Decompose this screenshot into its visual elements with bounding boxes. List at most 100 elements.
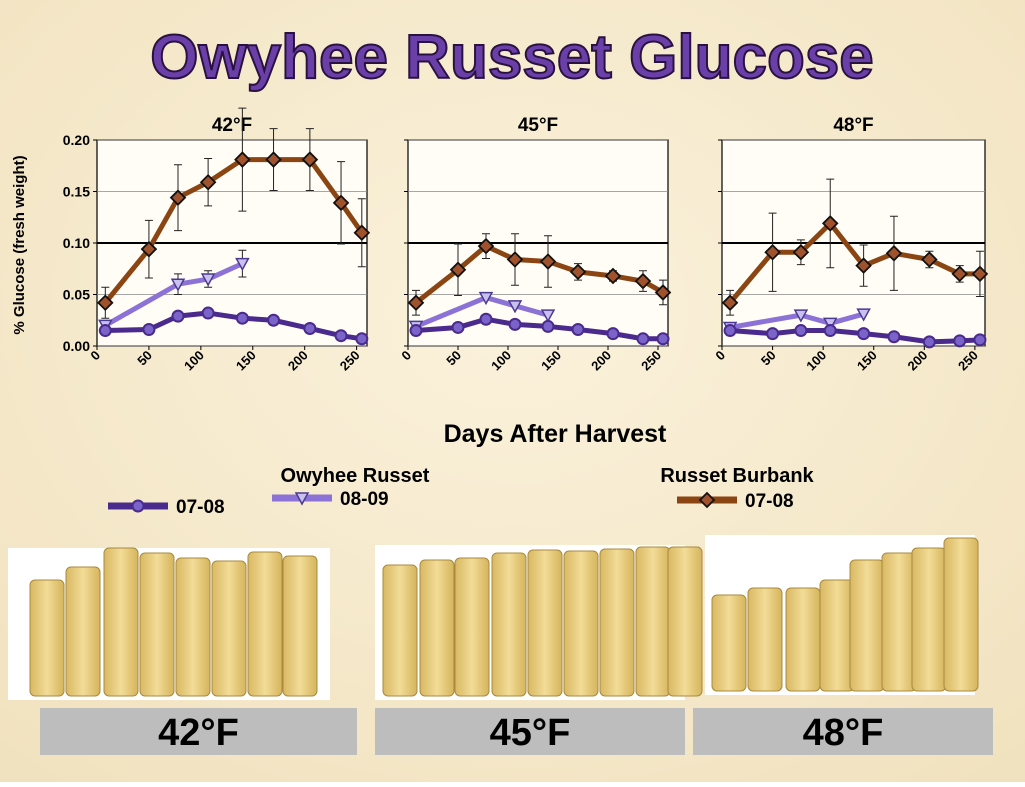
marker <box>235 257 250 272</box>
marker <box>234 151 251 168</box>
fry <box>599 548 635 697</box>
fry <box>282 555 318 697</box>
marker <box>698 491 716 509</box>
fry <box>247 551 283 697</box>
caption-box <box>693 708 993 755</box>
fry <box>29 579 65 697</box>
marker <box>407 294 425 312</box>
marker <box>764 243 781 261</box>
marker <box>265 151 282 168</box>
marker <box>98 324 112 338</box>
marker <box>971 265 989 283</box>
marker <box>793 309 809 323</box>
photo-caption: 42°F <box>158 712 239 754</box>
x-axis-label: Days After Harvest <box>444 420 667 448</box>
y-tick-label: 0.10 <box>63 235 90 251</box>
marker <box>334 329 348 343</box>
marker <box>199 173 217 191</box>
marker <box>449 261 467 279</box>
marker <box>569 263 587 281</box>
panel-title: 42°F <box>212 115 252 136</box>
marker <box>634 272 652 290</box>
marker <box>201 306 215 320</box>
marker <box>792 243 810 261</box>
fry <box>747 587 783 692</box>
marker <box>953 334 967 348</box>
marker <box>409 324 423 338</box>
marker <box>303 321 317 335</box>
marker <box>353 224 371 241</box>
marker <box>885 245 903 262</box>
marker <box>140 240 158 258</box>
marker <box>508 317 522 331</box>
marker <box>477 237 495 255</box>
marker <box>332 194 350 212</box>
marker <box>766 327 780 341</box>
fry <box>819 579 855 692</box>
marker <box>856 308 871 322</box>
series-line <box>104 261 244 328</box>
marker <box>821 215 839 232</box>
marker <box>571 323 585 337</box>
fry <box>635 546 671 697</box>
marker <box>539 253 557 270</box>
marker <box>973 333 987 347</box>
series-line <box>729 311 865 330</box>
y-axis-label: % Glucose (fresh weight) <box>11 155 28 334</box>
marker <box>355 332 369 346</box>
marker <box>506 251 524 268</box>
marker <box>478 291 494 306</box>
marker <box>540 309 556 323</box>
fry <box>711 594 747 692</box>
fry <box>211 560 247 697</box>
marker <box>921 251 938 268</box>
y-tick-label: 0.20 <box>63 132 90 148</box>
marker <box>169 189 187 206</box>
legend-group: Russet Burbank <box>660 465 814 487</box>
marker <box>951 265 968 283</box>
fry <box>881 552 917 692</box>
legend-label: 08-09 <box>340 489 389 510</box>
marker <box>636 332 650 346</box>
fry <box>175 557 211 697</box>
marker <box>200 273 216 287</box>
fry <box>382 564 418 697</box>
marker <box>604 267 622 285</box>
marker <box>451 320 465 334</box>
fry <box>849 559 885 692</box>
fry <box>943 537 979 692</box>
marker <box>131 499 145 513</box>
marker <box>170 278 186 292</box>
marker <box>267 313 281 327</box>
marker <box>507 300 523 314</box>
marker <box>479 312 493 326</box>
y-tick-label: 0.15 <box>63 184 90 200</box>
marker <box>922 335 936 349</box>
marker <box>294 492 310 506</box>
caption-box <box>40 708 357 755</box>
marker <box>822 317 838 331</box>
fry <box>139 552 175 697</box>
marker <box>235 311 249 325</box>
panel-title: 45°F <box>518 115 558 136</box>
fry <box>103 547 139 697</box>
fry <box>419 559 455 697</box>
fry <box>454 557 490 697</box>
marker <box>97 294 114 312</box>
series-line <box>415 295 549 329</box>
fry <box>563 550 599 697</box>
legend-label: 07-08 <box>176 497 225 518</box>
fry <box>491 552 527 697</box>
marker <box>857 327 871 341</box>
marker <box>142 323 156 337</box>
slide-title: Owyhee Russet Glucose <box>150 23 874 92</box>
marker <box>606 327 620 341</box>
marker <box>823 324 837 338</box>
panel-title: 48°F <box>833 115 873 136</box>
fry <box>65 566 101 697</box>
caption-box <box>375 708 685 755</box>
marker <box>301 151 319 168</box>
legend-label: 07-08 <box>745 491 794 512</box>
